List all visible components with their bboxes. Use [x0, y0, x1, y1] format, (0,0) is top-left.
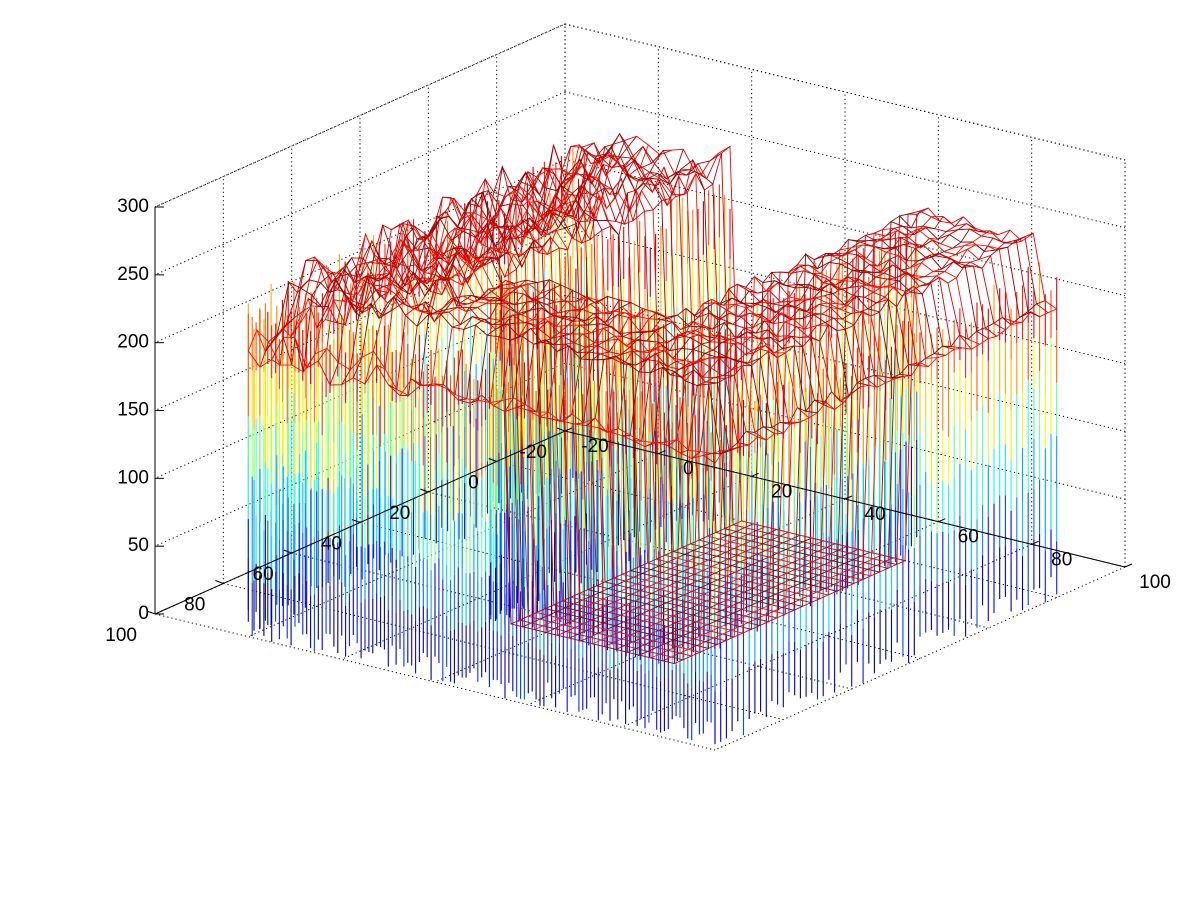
mesh-line	[581, 145, 1049, 566]
mesh-line	[367, 223, 835, 661]
x-tick-label: 100	[1139, 572, 1171, 593]
x-tick-label: 80	[1051, 549, 1072, 570]
x-tick-label: 40	[864, 504, 885, 525]
mesh-line	[393, 218, 861, 649]
y-tick-label: 100	[105, 625, 137, 646]
mesh-line	[384, 219, 852, 653]
x-tick	[658, 450, 666, 455]
x-tick	[938, 518, 946, 523]
mesh-line	[333, 242, 801, 425]
grid-line	[154, 23, 566, 208]
mesh-line	[401, 214, 869, 646]
mesh-line	[444, 192, 912, 627]
box-edge	[154, 23, 566, 208]
grid-line	[621, 543, 1032, 728]
z-tick-label: 100	[117, 467, 149, 488]
y-tick-label: 20	[389, 503, 410, 524]
grid-line	[341, 475, 752, 660]
x-tick	[751, 472, 759, 477]
grid-line	[154, 91, 566, 276]
y-tick-label: 60	[253, 564, 274, 585]
y-tick	[488, 458, 497, 462]
grid-line	[154, 362, 566, 547]
y-tick	[420, 488, 429, 493]
y-tick	[351, 519, 361, 523]
mesh-line	[589, 135, 1057, 562]
mesh-line	[376, 222, 844, 657]
z-tick-label: 0	[138, 603, 149, 624]
tick-labels: 0 50 100 150 200 250 300 -20 0 20 40 60 80 100 -20 0 20 4…	[105, 196, 1171, 646]
y-tick	[556, 427, 566, 432]
box-edge	[564, 23, 1126, 161]
x-tick	[1031, 540, 1039, 545]
mesh-line	[572, 132, 1040, 569]
mesh-line	[325, 239, 792, 423]
x-tick	[1124, 563, 1133, 568]
mesh-line	[350, 249, 818, 414]
grid-line	[154, 159, 566, 344]
surface-mesh	[247, 132, 1058, 745]
x-tick-label: 0	[683, 459, 694, 480]
x-tick-label: -20	[581, 436, 608, 457]
grid-line	[248, 453, 659, 638]
y-tick-label: 80	[184, 595, 205, 616]
z-tick-label: 150	[117, 400, 149, 421]
mesh-line	[307, 267, 776, 435]
y-tick-label: 40	[321, 534, 342, 555]
mesh-line	[273, 271, 741, 451]
mesh-line	[419, 196, 887, 638]
mesh-line	[512, 163, 980, 596]
mesh-line	[555, 143, 1023, 577]
mesh-line	[547, 142, 1015, 581]
x-tick-label: 20	[771, 481, 792, 502]
x-tick	[844, 495, 853, 500]
mesh-line	[478, 165, 946, 611]
z-tick-label: 250	[117, 264, 149, 285]
z-tick-label: 300	[117, 196, 149, 217]
mesh-line	[376, 153, 719, 370]
x-tick-label: 60	[958, 527, 979, 548]
mesh-line	[317, 145, 661, 362]
grid-line	[528, 521, 939, 706]
axis-layer	[146, 206, 1133, 615]
y-tick-label: -20	[520, 442, 547, 463]
grid-line	[154, 227, 566, 411]
grid-line	[434, 498, 846, 683]
mesh-line	[538, 149, 1006, 585]
mesh-line	[299, 264, 767, 441]
z-tick-label: 50	[128, 535, 149, 556]
mesh-line	[342, 232, 810, 419]
z-tick-label: 200	[117, 332, 149, 353]
mesh-line	[410, 210, 878, 642]
grid-line	[154, 294, 566, 479]
mesh-line	[504, 168, 972, 600]
mesh-line	[359, 224, 827, 665]
mesh-line	[282, 259, 750, 446]
y-tick	[146, 610, 156, 615]
mesh-line	[265, 279, 733, 455]
mesh-line	[529, 145, 998, 588]
mesh-line	[564, 146, 1032, 573]
x-tick	[564, 427, 573, 432]
y-tick	[283, 549, 292, 554]
mesh-line	[521, 158, 989, 592]
y-tick-label: 0	[468, 473, 479, 494]
y-tick	[215, 580, 224, 584]
mesh-line	[461, 178, 929, 619]
mesh-line	[247, 336, 716, 464]
